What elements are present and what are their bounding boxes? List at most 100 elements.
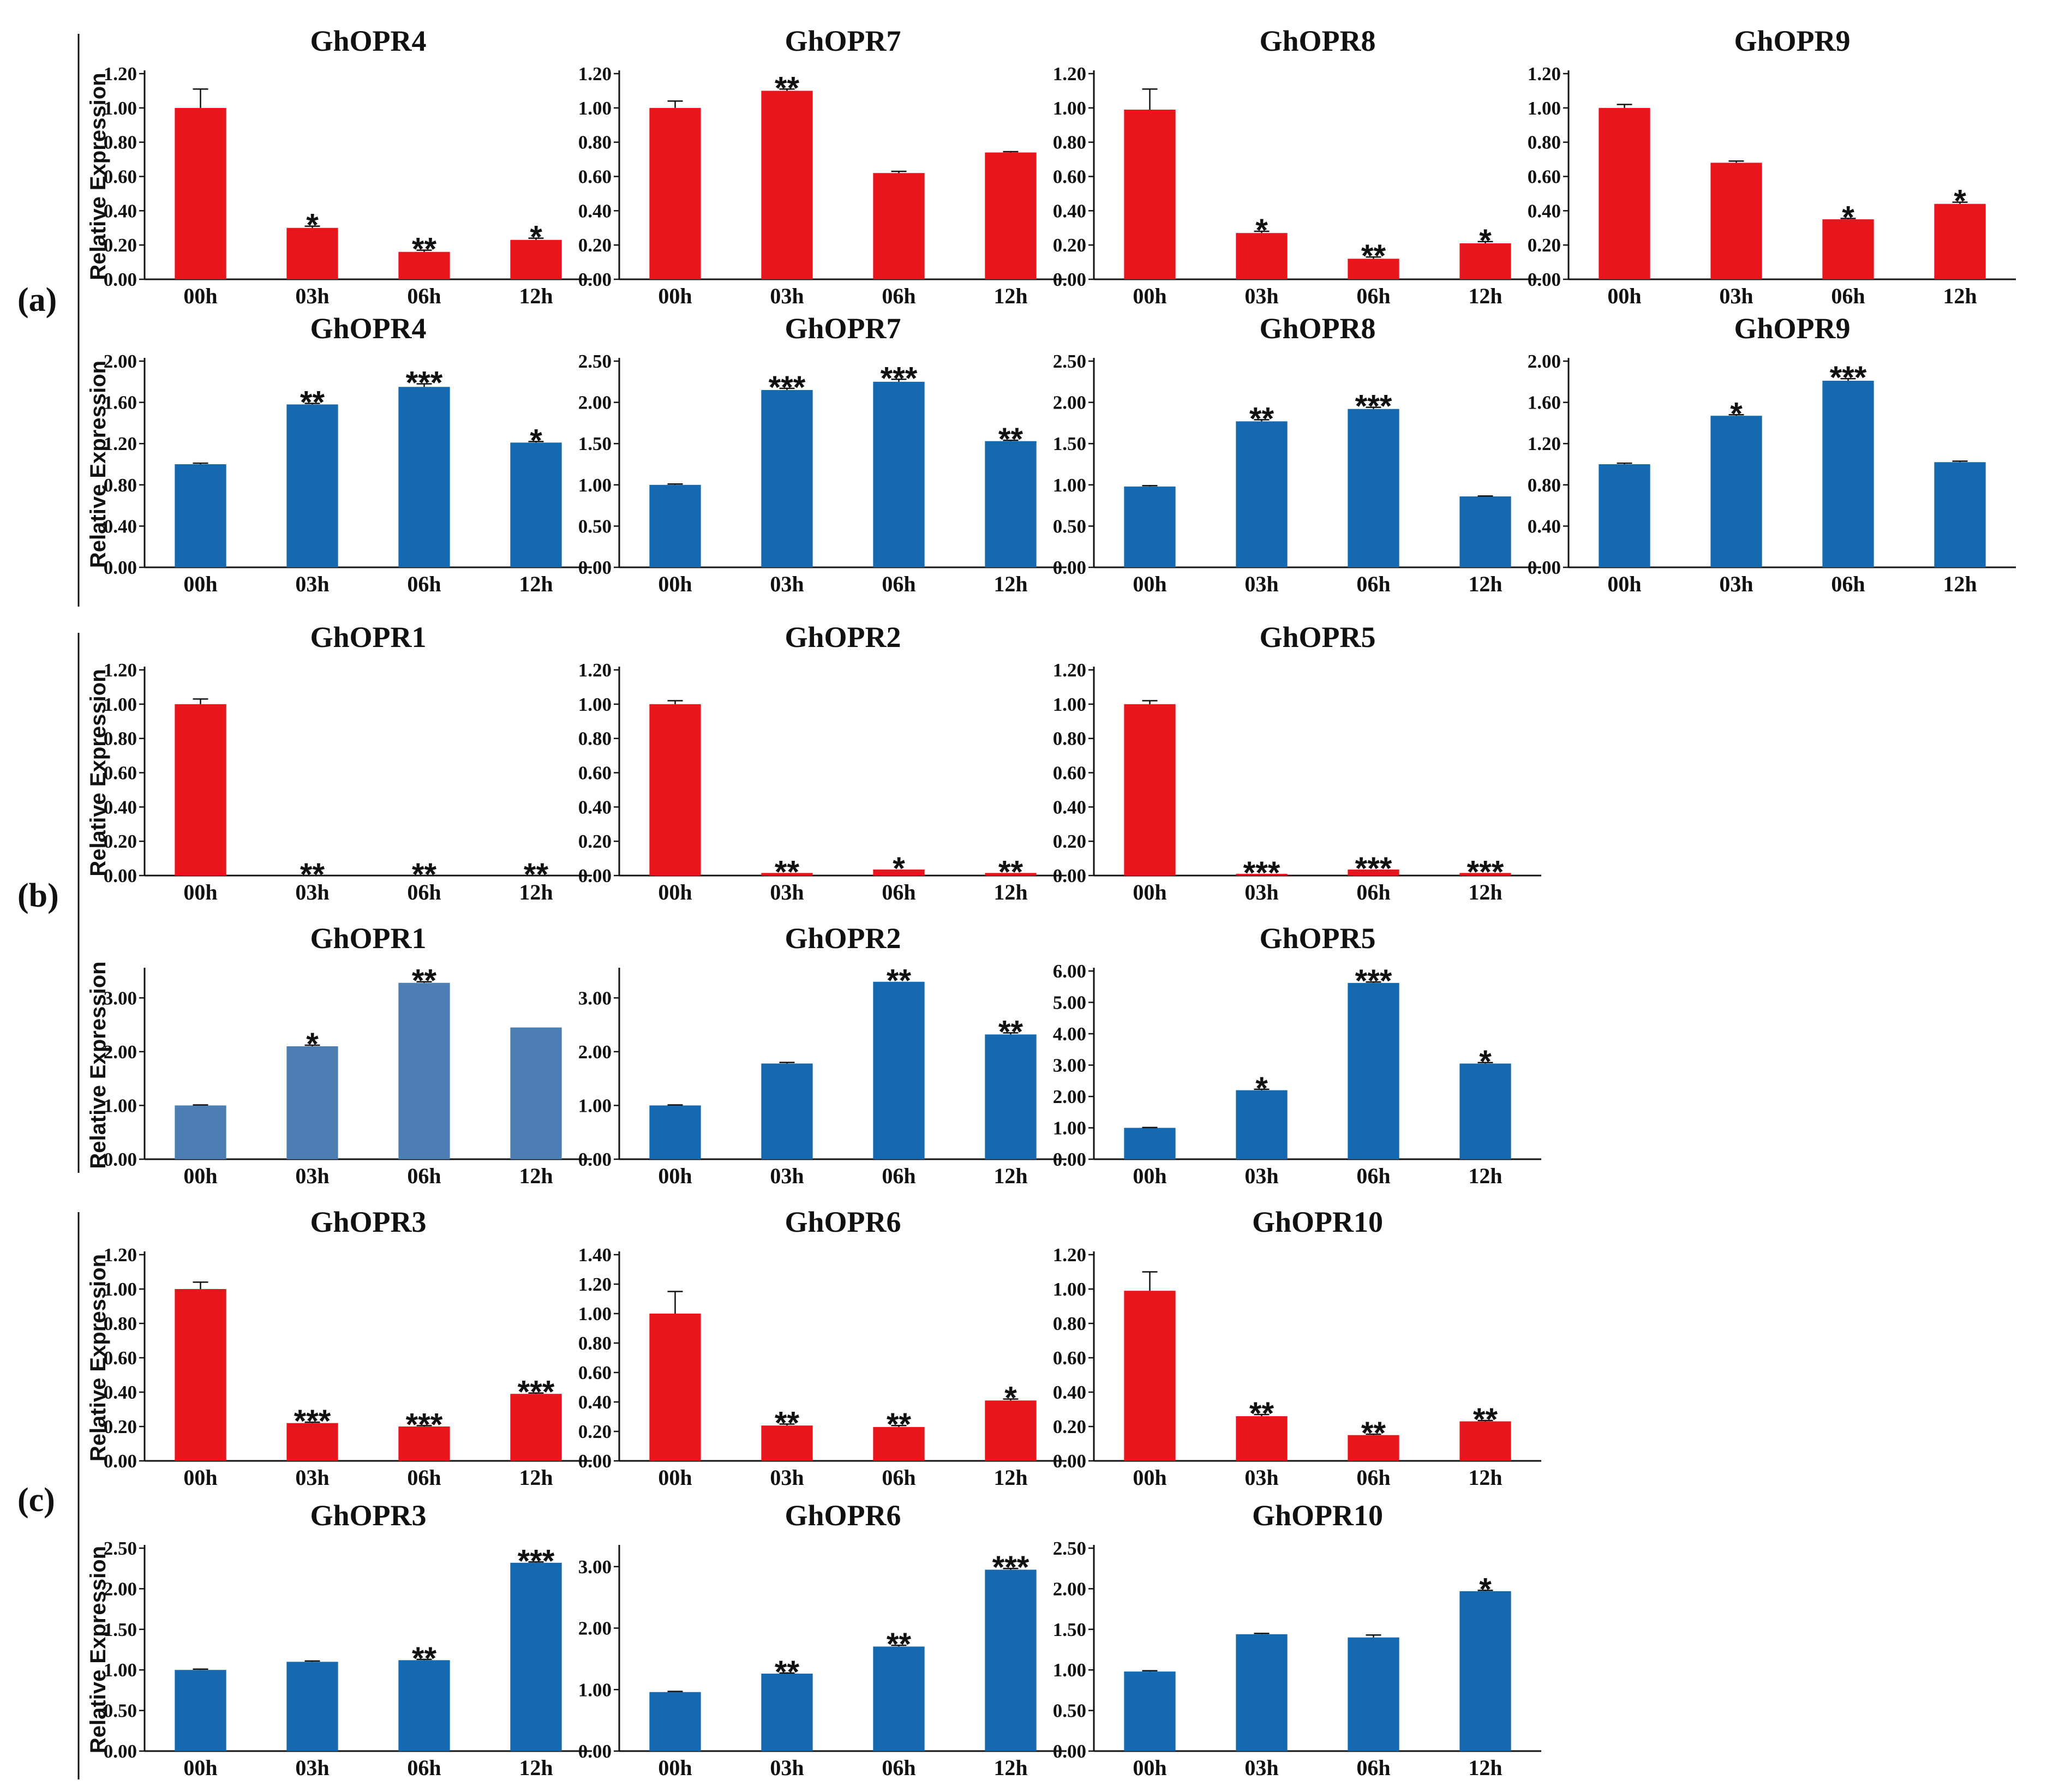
y-tick-label: 0.00	[578, 557, 612, 578]
significance-mark: *	[306, 1027, 319, 1062]
chart-ghopr9-red: GhOPR9 0.00 0.20 0.40 0.60 0.80 1.00 1.20 00h 03h…	[1528, 25, 2016, 308]
y-tick-label: 0.40	[104, 796, 137, 818]
significance-mark: *	[1255, 213, 1268, 248]
y-tick-label: 5.00	[1053, 992, 1086, 1014]
x-tick-label: 03h	[770, 1755, 804, 1780]
y-tick-label: 1.00	[104, 1279, 137, 1300]
x-tick-label: 03h	[1244, 1755, 1278, 1780]
x-tick-label: 06h	[1356, 1755, 1390, 1780]
bar-00h	[649, 1692, 701, 1751]
bar-06h	[873, 173, 925, 279]
chart-ghopr7-red: GhOPR7 0.00 0.20 0.40 0.60 0.80 1.00 1.20 00h ** 0…	[578, 25, 1067, 308]
x-tick-label: 06h	[1356, 284, 1390, 308]
y-tick-label: 0.00	[1528, 557, 1561, 578]
significance-mark: ***	[1830, 360, 1867, 395]
y-tick-label: 0.00	[104, 1741, 137, 1762]
significance-mark: **	[1473, 1402, 1498, 1437]
y-tick-label: 0.80	[578, 728, 612, 750]
bar-12h	[985, 1034, 1037, 1159]
x-tick-label: 06h	[407, 1755, 441, 1780]
x-tick-label: 03h	[1244, 284, 1278, 308]
y-tick-label: 0.00	[1053, 865, 1086, 886]
bar-00h	[175, 1289, 226, 1461]
significance-mark: **	[524, 857, 549, 892]
y-tick-label: 1.20	[104, 63, 137, 85]
bar-12h	[510, 239, 562, 279]
significance-mark: **	[775, 854, 800, 890]
x-tick-label: 03h	[1244, 1465, 1278, 1490]
bar-12h	[510, 1394, 562, 1461]
y-tick-label: 0.40	[104, 516, 137, 537]
y-tick-label: 2.00	[578, 1041, 612, 1063]
y-tick-label: 0.00	[104, 1149, 137, 1170]
bar-00h	[175, 464, 226, 567]
y-tick-label: 1.00	[578, 475, 612, 496]
y-tick-label: 1.00	[1053, 694, 1086, 715]
significance-mark: ***	[406, 365, 443, 401]
x-tick-label: 06h	[1356, 572, 1390, 596]
y-tick-label: 0.40	[104, 200, 137, 221]
bar-12h	[985, 873, 1037, 876]
x-tick-label: 06h	[407, 1465, 441, 1490]
significance-mark: **	[412, 963, 437, 999]
y-tick-label: 0.20	[578, 235, 612, 256]
x-tick-label: 06h	[882, 284, 915, 308]
x-tick-label: 03h	[295, 880, 329, 904]
y-tick-label: 1.20	[1053, 660, 1086, 681]
y-tick-label: 0.20	[104, 235, 137, 256]
y-tick-label: 2.00	[104, 1041, 137, 1063]
y-tick-label: 1.50	[1053, 1619, 1086, 1640]
x-tick-label: 12h	[519, 1164, 553, 1188]
y-axis-label: Relative Expression	[86, 669, 110, 876]
y-tick-label: 2.00	[104, 1578, 137, 1599]
y-tick-label: 0.80	[578, 132, 612, 153]
chart-title: GhOPR1	[310, 621, 426, 654]
y-tick-label: 2.50	[104, 1538, 137, 1559]
x-tick-label: 06h	[882, 1465, 915, 1490]
bar-00h	[1124, 1671, 1176, 1751]
significance-mark: ***	[1355, 389, 1392, 424]
y-tick-label: 1.50	[578, 433, 612, 454]
y-tick-label: 1.00	[1053, 1118, 1086, 1139]
x-tick-label: 06h	[407, 572, 441, 596]
bar-00h	[649, 1105, 701, 1159]
panel-label-c: (c)	[17, 1482, 55, 1519]
x-tick-label: 00h	[183, 572, 217, 596]
chart-title: GhOPR5	[1259, 621, 1375, 654]
y-tick-label: 0.00	[1053, 1741, 1086, 1762]
y-tick-label: 4.00	[1053, 1023, 1086, 1045]
significance-mark: **	[887, 1627, 912, 1662]
x-tick-label: 00h	[183, 284, 217, 308]
x-tick-label: 12h	[993, 1465, 1027, 1490]
y-tick-label: 0.40	[1053, 1382, 1086, 1403]
y-axis-label: Relative Expression	[86, 1254, 110, 1461]
x-tick-label: 00h	[658, 1755, 692, 1780]
bar-03h	[1236, 421, 1288, 567]
y-tick-label: 0.20	[1528, 235, 1561, 256]
chart-ghopr7-blue: GhOPR7 0.00 0.50 1.00 1.50 2.00 2.50 00h *** 03h *…	[578, 312, 1067, 596]
significance-mark: *	[1954, 184, 1966, 219]
y-tick-label: 0.80	[1053, 132, 1086, 153]
chart-title: GhOPR7	[785, 25, 901, 57]
x-tick-label: 12h	[993, 572, 1027, 596]
x-tick-label: 12h	[993, 1164, 1027, 1188]
x-tick-label: 12h	[1943, 572, 1977, 596]
significance-mark: **	[998, 422, 1023, 457]
significance-mark: *	[306, 208, 319, 243]
significance-mark: ***	[406, 1407, 443, 1442]
chart-ghopr3-red: GhOPR3 0.00 0.20 0.40 0.60 0.80 1.00 1.20 00h ***…	[104, 1206, 592, 1490]
bar-12h	[1459, 873, 1511, 876]
x-tick-label: 03h	[1244, 1164, 1278, 1188]
bar-00h	[1124, 704, 1176, 876]
bar-12h	[1934, 462, 1986, 567]
x-tick-label: 00h	[1133, 284, 1166, 308]
bar-06h	[398, 251, 450, 279]
y-tick-label: 3.00	[578, 1556, 612, 1578]
x-tick-label: 00h	[1133, 1465, 1166, 1490]
y-tick-label: 1.00	[578, 694, 612, 715]
y-axis-label: Relative Expression	[86, 361, 110, 568]
x-tick-label: 06h	[407, 880, 441, 904]
bar-06h	[1348, 259, 1399, 279]
chart-title: GhOPR1	[310, 922, 426, 955]
